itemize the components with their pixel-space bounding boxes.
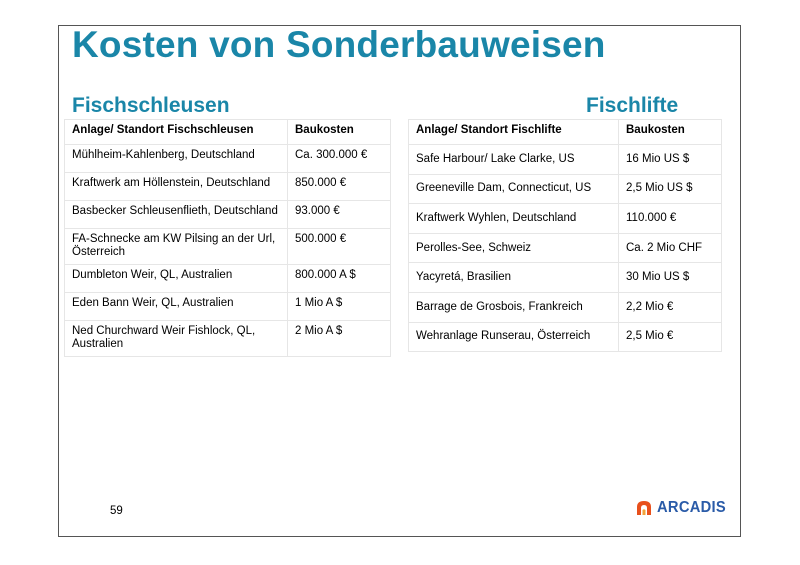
cell-anlage: Eden Bann Weir, QL, Australien bbox=[64, 292, 288, 321]
cell-anlage: Barrage de Grosbois, Frankreich bbox=[408, 291, 619, 323]
cell-baukosten: 800.000 A $ bbox=[287, 264, 391, 293]
page-title: Kosten von Sonderbauweisen bbox=[72, 24, 606, 65]
cell-baukosten: 850.000 € bbox=[287, 172, 391, 201]
cell-anlage: FA-Schnecke am KW Pilsing an der Url, Ös… bbox=[64, 228, 288, 265]
cell-anlage: Dumbleton Weir, QL, Australien bbox=[64, 264, 288, 293]
fischschleusen-table: Anlage/ Standort Fischschleusen Baukoste… bbox=[64, 119, 391, 357]
table-row: Barrage de Grosbois, Frankreich 2,2 Mio … bbox=[408, 291, 722, 323]
cell-anlage: Kraftwerk am Höllenstein, Deutschland bbox=[64, 172, 288, 201]
fischlifte-table: Anlage/ Standort Fischlifte Baukosten Sa… bbox=[408, 119, 722, 353]
table-row: Kraftwerk Wyhlen, Deutschland 110.000 € bbox=[408, 203, 722, 234]
cell-anlage: Yacyretá, Brasilien bbox=[408, 262, 619, 293]
table-row: Ned Churchward Weir Fishlock, QL, Austra… bbox=[64, 320, 391, 357]
column-header-baukosten: Baukosten bbox=[618, 119, 722, 145]
cell-anlage: Basbecker Schleusenflieth, Deutschland bbox=[64, 200, 288, 229]
cell-baukosten: 93.000 € bbox=[287, 200, 391, 229]
cell-anlage: Greeneville Dam, Connecticut, US bbox=[408, 173, 619, 205]
table-row: Safe Harbour/ Lake Clarke, US 16 Mio US … bbox=[408, 144, 722, 175]
arcadis-logo-icon bbox=[637, 501, 651, 515]
right-section-heading: Fischlifte bbox=[586, 94, 679, 117]
column-header-anlage: Anlage/ Standort Fischlifte bbox=[408, 119, 619, 145]
cell-anlage: Ned Churchward Weir Fishlock, QL, Austra… bbox=[64, 320, 288, 357]
cell-baukosten: 16 Mio US $ bbox=[618, 144, 722, 175]
left-section-heading: Fischschleusen bbox=[72, 94, 230, 117]
cell-anlage: Safe Harbour/ Lake Clarke, US bbox=[408, 144, 619, 175]
table-row: Perolles-See, Schweiz Ca. 2 Mio CHF bbox=[408, 232, 722, 264]
table-row: Yacyretá, Brasilien 30 Mio US $ bbox=[408, 262, 722, 293]
arcadis-logo: ARCADIS bbox=[634, 498, 732, 518]
cell-baukosten: 2 Mio A $ bbox=[287, 320, 391, 357]
cell-baukosten: Ca. 2 Mio CHF bbox=[618, 232, 722, 264]
cell-anlage: Mühlheim-Kahlenberg, Deutschland bbox=[64, 144, 288, 173]
table-row: Basbecker Schleusenflieth, Deutschland 9… bbox=[64, 200, 391, 229]
cell-anlage: Kraftwerk Wyhlen, Deutschland bbox=[408, 203, 619, 234]
table-row: Dumbleton Weir, QL, Australien 800.000 A… bbox=[64, 264, 391, 293]
cell-anlage: Wehranlage Runserau, Österreich bbox=[408, 321, 619, 353]
table-row: Greeneville Dam, Connecticut, US 2,5 Mio… bbox=[408, 173, 722, 205]
column-header-baukosten: Baukosten bbox=[287, 119, 391, 145]
page-number: 59 bbox=[110, 505, 123, 517]
cell-baukosten: 30 Mio US $ bbox=[618, 262, 722, 293]
table-row: Mühlheim-Kahlenberg, Deutschland Ca. 300… bbox=[64, 144, 391, 173]
cell-baukosten: 1 Mio A $ bbox=[287, 292, 391, 321]
table-header-row: Anlage/ Standort Fischschleusen Baukoste… bbox=[64, 119, 391, 145]
cell-baukosten: Ca. 300.000 € bbox=[287, 144, 391, 173]
cell-baukosten: 110.000 € bbox=[618, 203, 722, 234]
table-row: Kraftwerk am Höllenstein, Deutschland 85… bbox=[64, 172, 391, 201]
cell-anlage: Perolles-See, Schweiz bbox=[408, 232, 619, 264]
cell-baukosten: 2,5 Mio € bbox=[618, 321, 722, 353]
column-header-anlage: Anlage/ Standort Fischschleusen bbox=[64, 119, 288, 145]
logo-text: ARCADIS bbox=[657, 499, 726, 516]
table-row: Eden Bann Weir, QL, Australien 1 Mio A $ bbox=[64, 292, 391, 321]
cell-baukosten: 2,5 Mio US $ bbox=[618, 173, 722, 205]
table-row: FA-Schnecke am KW Pilsing an der Url, Ös… bbox=[64, 228, 391, 265]
table-header-row: Anlage/ Standort Fischlifte Baukosten bbox=[408, 119, 722, 145]
table-row: Wehranlage Runserau, Österreich 2,5 Mio … bbox=[408, 321, 722, 353]
cell-baukosten: 500.000 € bbox=[287, 228, 391, 265]
cell-baukosten: 2,2 Mio € bbox=[618, 291, 722, 323]
